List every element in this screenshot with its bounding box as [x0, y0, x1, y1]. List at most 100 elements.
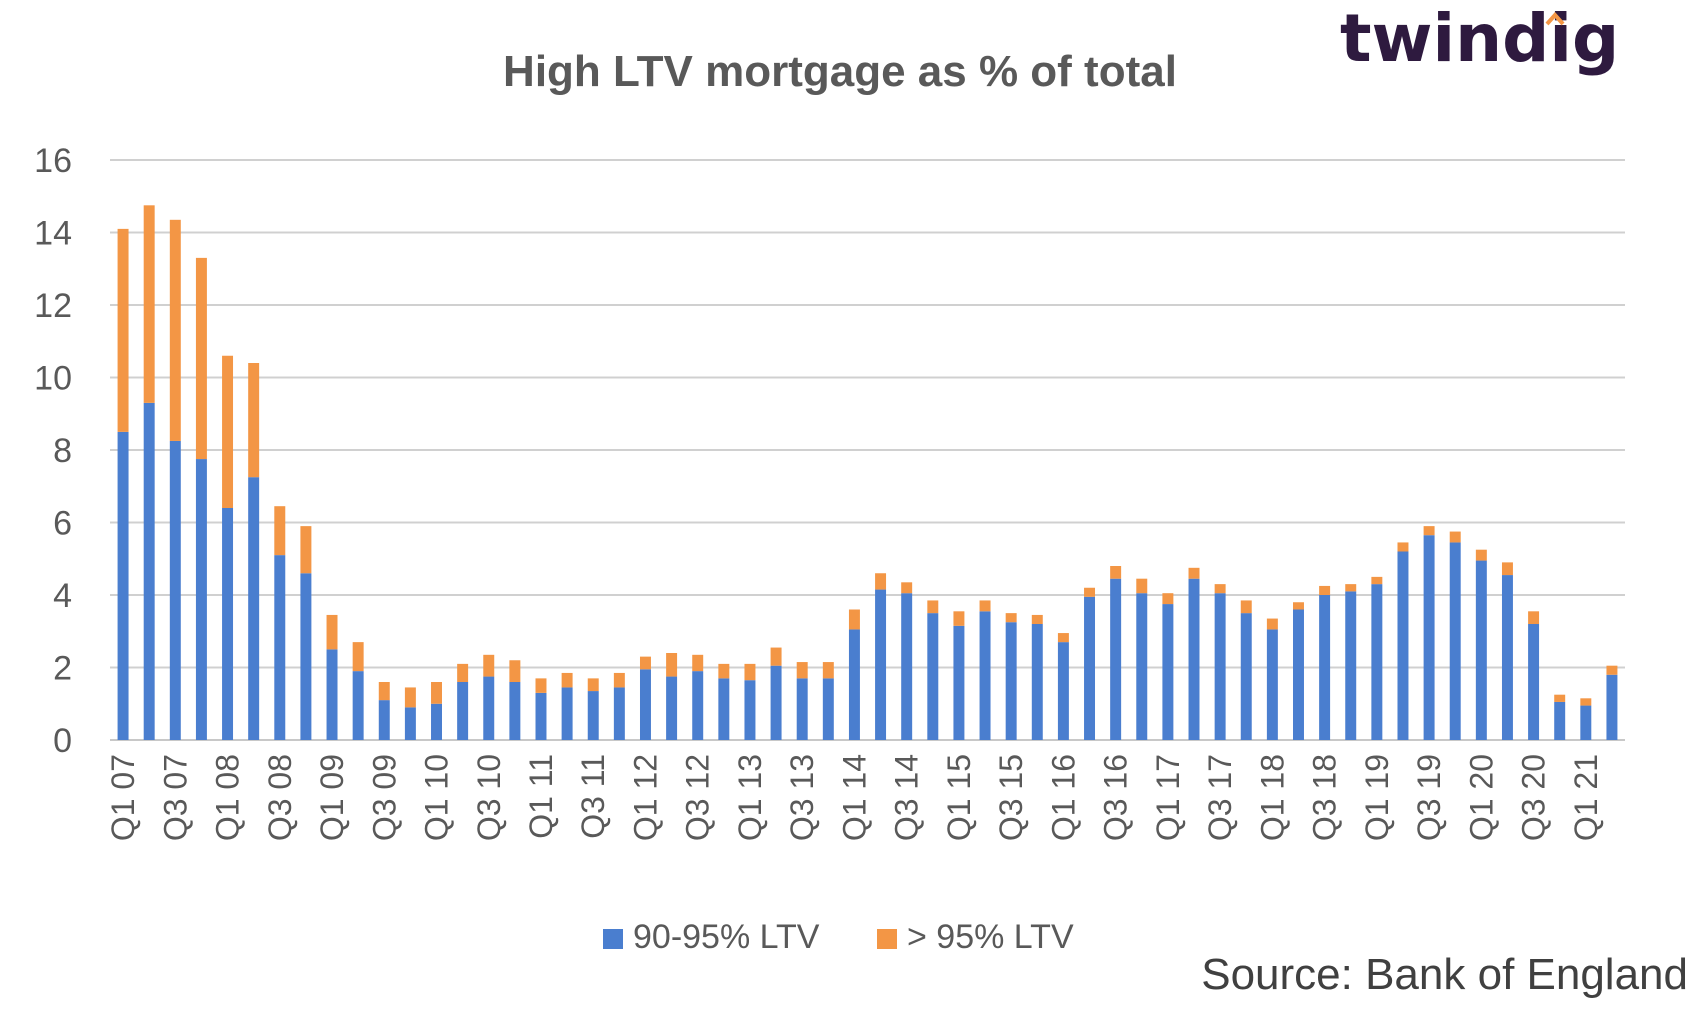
bar-90-95-ltv	[169, 440, 181, 740]
bar-90-95-ltv	[1397, 551, 1409, 740]
bar-over-95-ltv	[300, 526, 312, 574]
bar-over-95-ltv	[1371, 576, 1383, 585]
bar-90-95-ltv	[927, 613, 939, 740]
bar-over-95-ltv	[796, 662, 808, 679]
bar-over-95-ltv	[744, 663, 756, 681]
bar-90-95-ltv	[1475, 560, 1487, 740]
x-tick-label: Q3 08	[262, 754, 298, 841]
x-tick-label: Q1 08	[210, 754, 246, 841]
x-tick-label: Q1 09	[314, 754, 350, 841]
legend-swatch-over-95	[877, 929, 897, 949]
bars	[117, 205, 1618, 740]
bar-90-95-ltv	[1214, 593, 1226, 740]
twindig-logo: twindig	[1340, 0, 1619, 77]
y-tick-label: 2	[53, 650, 72, 688]
bar-90-95-ltv	[143, 402, 155, 740]
x-tick-label: Q1 20	[1463, 754, 1499, 841]
bar-90-95-ltv	[326, 649, 338, 740]
bar-90-95-ltv	[1031, 624, 1043, 740]
x-tick-label: Q3 07	[157, 754, 193, 841]
bar-90-95-ltv	[195, 459, 207, 740]
bar-90-95-ltv	[1345, 591, 1357, 740]
x-tick-label: Q1 14	[836, 754, 872, 841]
bar-90-95-ltv	[692, 671, 704, 740]
bar-over-95-ltv	[1005, 613, 1017, 623]
y-tick-label: 16	[34, 142, 72, 180]
chart-title: High LTV mortgage as % of total	[503, 47, 1177, 96]
bar-over-95-ltv	[613, 672, 625, 688]
bar-90-95-ltv	[1319, 595, 1331, 740]
bar-over-95-ltv	[1501, 562, 1513, 576]
bar-over-95-ltv	[1449, 531, 1461, 543]
bar-90-95-ltv	[1528, 624, 1540, 740]
bar-over-95-ltv	[248, 363, 260, 478]
bar-90-95-ltv	[248, 477, 260, 740]
bar-over-95-ltv	[1110, 566, 1122, 579]
x-tick-label: Q3 18	[1307, 754, 1343, 841]
x-tick-label: Q1 07	[105, 754, 141, 841]
bar-90-95-ltv	[1371, 584, 1383, 740]
x-tick-label: Q3 09	[366, 754, 402, 841]
bar-over-95-ltv	[326, 614, 338, 650]
bar-over-95-ltv	[770, 647, 782, 666]
bar-90-95-ltv	[1240, 613, 1252, 740]
y-tick-label: 14	[34, 215, 72, 253]
bar-90-95-ltv	[822, 678, 834, 740]
logo-text: twindig	[1340, 0, 1620, 77]
bar-over-95-ltv	[587, 678, 599, 692]
x-tick-label: Q3 14	[889, 754, 925, 841]
x-tick-label: Q1 13	[732, 754, 768, 841]
bar-90-95-ltv	[901, 593, 913, 740]
bar-over-95-ltv	[169, 219, 181, 441]
bar-90-95-ltv	[979, 611, 991, 740]
y-tick-label: 4	[53, 577, 72, 615]
y-tick-label: 10	[34, 360, 72, 398]
bar-90-95-ltv	[875, 589, 887, 740]
y-axis: 0 2 4 6 8 10 12 14 16	[34, 142, 72, 760]
bar-90-95-ltv	[300, 573, 312, 740]
bar-over-95-ltv	[1057, 633, 1069, 643]
bar-90-95-ltv	[1188, 578, 1200, 740]
x-tick-label: Q3 11	[575, 754, 611, 839]
bar-over-95-ltv	[1240, 600, 1252, 614]
bar-over-95-ltv	[901, 582, 913, 594]
legend-swatch-90-95	[603, 929, 623, 949]
x-tick-label: Q1 16	[1045, 754, 1081, 841]
legend: 90-95% LTV > 95% LTV	[603, 918, 1074, 956]
x-tick-label: Q1 18	[1254, 754, 1290, 841]
bar-over-95-ltv	[927, 600, 939, 614]
bar-90-95-ltv	[352, 671, 364, 740]
bar-90-95-ltv	[274, 555, 286, 740]
x-tick-label: Q3 15	[993, 754, 1029, 841]
y-tick-label: 6	[53, 505, 72, 543]
bar-over-95-ltv	[1188, 567, 1200, 579]
bar-over-95-ltv	[1084, 587, 1096, 597]
logo-roof-icon	[1545, 12, 1565, 26]
bar-over-95-ltv	[1528, 611, 1540, 624]
x-tick-label: Q1 10	[419, 754, 455, 841]
x-tick-label: Q3 20	[1516, 754, 1552, 841]
source-note: Source: Bank of England	[1201, 950, 1688, 999]
bar-over-95-ltv	[1031, 614, 1043, 624]
bar-over-95-ltv	[848, 609, 860, 630]
x-tick-label: Q1 12	[627, 754, 663, 841]
bar-over-95-ltv	[222, 355, 234, 508]
bar-90-95-ltv	[770, 665, 782, 740]
bar-over-95-ltv	[143, 205, 155, 403]
x-tick-label: Q1 21	[1568, 754, 1604, 841]
bar-90-95-ltv	[117, 431, 129, 740]
bar-90-95-ltv	[483, 676, 495, 740]
bar-90-95-ltv	[1423, 535, 1435, 740]
bar-over-95-ltv	[822, 662, 834, 679]
bar-over-95-ltv	[117, 228, 129, 432]
bar-over-95-ltv	[1162, 593, 1174, 605]
x-tick-label: Q3 10	[471, 754, 507, 841]
bar-90-95-ltv	[718, 678, 730, 740]
bar-90-95-ltv	[378, 700, 390, 740]
bar-over-95-ltv	[1580, 698, 1592, 706]
bar-over-95-ltv	[483, 654, 495, 677]
bar-over-95-ltv	[979, 600, 991, 612]
bar-over-95-ltv	[404, 687, 416, 708]
bar-90-95-ltv	[848, 629, 860, 740]
